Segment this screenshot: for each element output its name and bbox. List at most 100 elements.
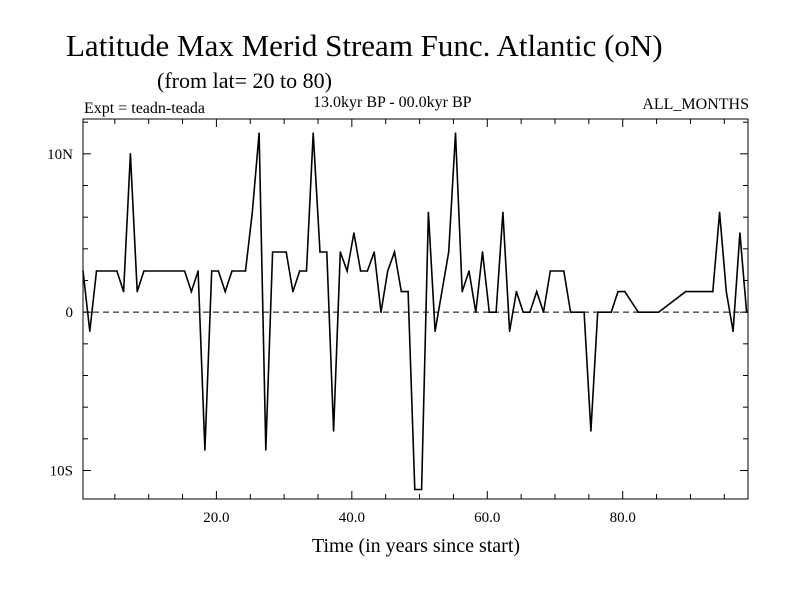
data-point	[183, 270, 186, 272]
data-point	[210, 270, 213, 272]
data-point	[116, 270, 118, 272]
data-point	[129, 153, 132, 155]
data-point	[427, 211, 430, 214]
y-tick-label: 0	[66, 305, 74, 321]
data-point	[271, 251, 274, 253]
data-point	[718, 211, 721, 214]
axis-ticks	[83, 119, 748, 499]
data-point	[346, 270, 348, 272]
data-point	[339, 251, 342, 253]
data-point	[393, 251, 396, 253]
data-point	[292, 290, 294, 293]
data-point	[515, 290, 518, 293]
data-point	[190, 290, 193, 293]
data-point	[651, 311, 653, 314]
data-point	[258, 132, 260, 134]
data-point	[265, 449, 267, 451]
data-point	[95, 270, 98, 272]
x-axis-label: Time (in years since start)	[312, 535, 520, 557]
data-point	[657, 311, 660, 314]
data-point	[684, 290, 687, 293]
data-point	[353, 232, 355, 234]
data-point	[542, 311, 545, 314]
data-point	[475, 311, 477, 314]
data-point	[217, 270, 220, 272]
data-point	[298, 270, 301, 272]
data-point	[596, 311, 599, 314]
data-point	[637, 311, 640, 314]
data-point	[529, 311, 531, 314]
data-point	[535, 290, 538, 293]
data-point	[624, 290, 626, 293]
data-point	[251, 211, 254, 214]
chart-subtitle: (from lat= 20 to 80)	[157, 68, 332, 93]
data-point	[739, 232, 741, 234]
experiment-label: Expt = teadn-teada	[84, 100, 205, 117]
data-point	[319, 251, 321, 253]
data-point	[712, 290, 714, 293]
data-point	[495, 311, 497, 314]
chart-title: Latitude Max Merid Stream Func. Atlantic…	[66, 28, 663, 63]
data-point	[359, 270, 362, 272]
data-point	[549, 270, 552, 272]
data-point	[89, 330, 91, 333]
data-point	[285, 251, 288, 253]
data-point	[407, 290, 409, 293]
data-point	[745, 311, 748, 314]
data-point	[231, 270, 233, 272]
data-point	[502, 211, 504, 214]
x-tick-label: 20.0	[203, 510, 229, 526]
data-series-line	[82, 133, 748, 491]
months-label: ALL_MONTHS	[642, 96, 749, 113]
data-point	[326, 251, 328, 253]
tick-labels: 20.0 40.0 60.0 80.0 10N 0 10S	[47, 147, 636, 526]
data-point	[244, 270, 247, 272]
data-point	[143, 270, 145, 272]
data-point	[508, 330, 511, 333]
data-point	[461, 290, 464, 293]
data-point	[583, 311, 585, 314]
data-point	[481, 251, 484, 253]
data-point	[644, 311, 646, 314]
data-point	[732, 330, 734, 333]
data-point	[204, 449, 206, 451]
x-tick-label: 60.0	[474, 510, 500, 526]
data-point	[400, 290, 403, 293]
data-point	[522, 311, 524, 314]
data-point	[197, 270, 199, 272]
data-point	[610, 311, 612, 314]
data-point	[380, 311, 382, 314]
data-point	[617, 290, 619, 293]
data-point	[488, 311, 491, 314]
data-points	[82, 132, 748, 491]
data-point	[386, 270, 389, 272]
data-point	[447, 251, 450, 253]
data-point	[420, 488, 423, 491]
data-point	[454, 132, 457, 134]
data-point	[332, 430, 335, 432]
data-point	[136, 290, 138, 293]
data-point	[366, 270, 369, 272]
data-point	[468, 270, 470, 272]
data-point	[224, 290, 226, 293]
data-point	[373, 251, 376, 253]
data-point	[122, 290, 125, 293]
data-point	[312, 132, 315, 134]
data-point	[725, 290, 728, 293]
x-tick-label: 40.0	[339, 510, 365, 526]
data-point	[590, 430, 592, 432]
y-tick-label: 10S	[50, 464, 73, 480]
data-point	[305, 270, 308, 272]
y-tick-label: 10N	[47, 147, 73, 163]
x-tick-label: 80.0	[610, 510, 636, 526]
data-point	[434, 330, 436, 333]
data-point	[563, 270, 565, 272]
plot-frame	[82, 118, 749, 500]
data-point	[414, 488, 416, 491]
data-point	[603, 311, 606, 314]
period-label: 13.0kyr BP - 00.0kyr BP	[313, 94, 472, 111]
data-point	[82, 270, 84, 272]
data-point	[569, 311, 572, 314]
